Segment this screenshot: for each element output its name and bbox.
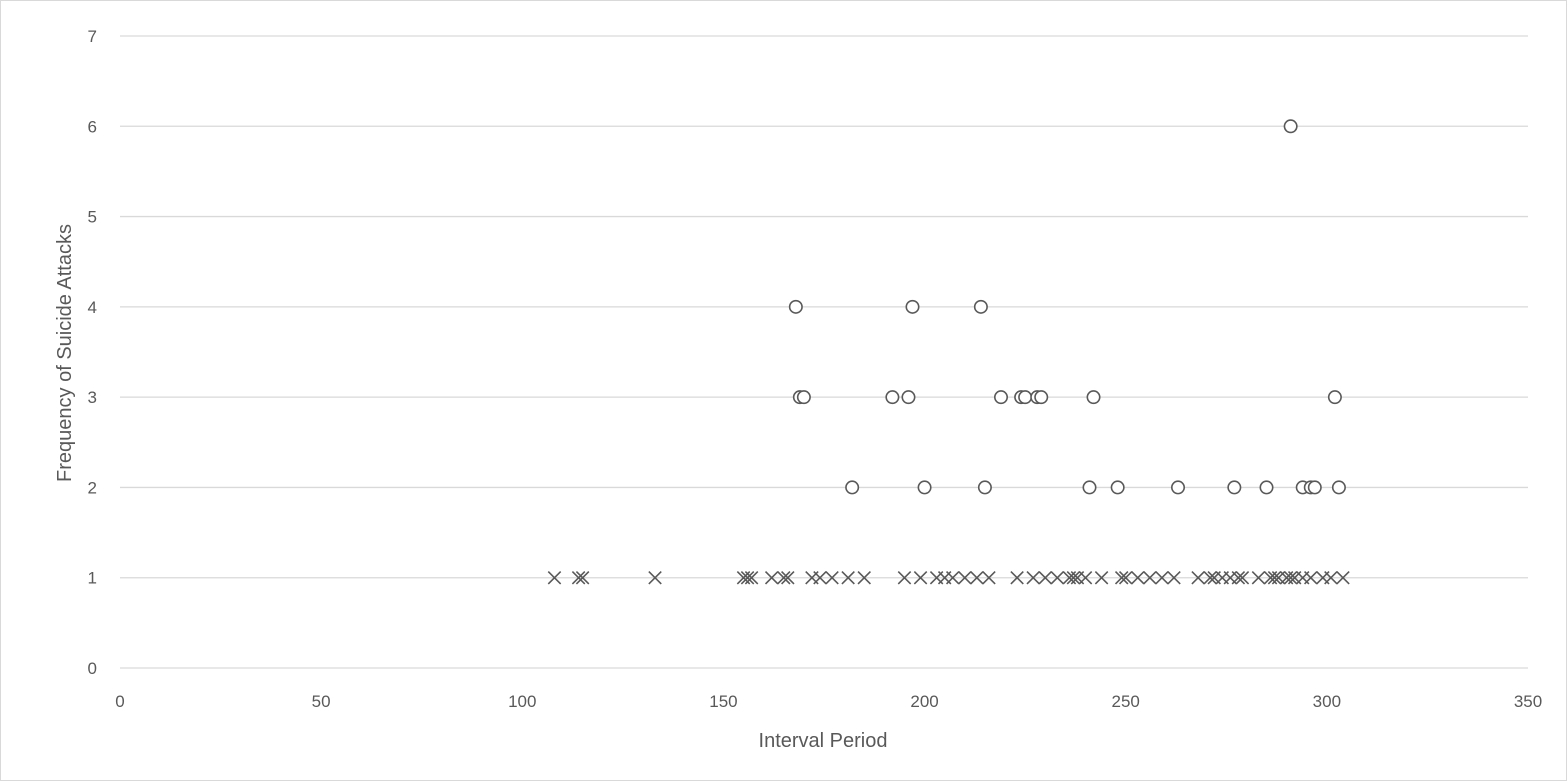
data-point-circle-marker (901, 390, 916, 405)
data-point-x-marker (777, 570, 791, 585)
x-tick-label: 250 (1112, 692, 1140, 711)
data-point-circle-marker (1331, 480, 1346, 495)
y-tick-label: 7 (88, 27, 97, 46)
data-point-circle-marker (788, 299, 803, 314)
x-tick-label: 0 (115, 692, 124, 711)
data-point-x-marker (970, 570, 984, 585)
data-point-x-marker (744, 570, 759, 585)
data-point-x-marker (958, 570, 972, 585)
data-point-x-marker (781, 570, 795, 585)
data-point-x-marker (1066, 570, 1081, 585)
data-point-circle-marker (1171, 480, 1186, 495)
data-point-circle-marker (1227, 480, 1242, 495)
data-point-circle-marker (796, 390, 811, 405)
x-tick-label: 150 (709, 692, 737, 711)
x-axis-title: Interval Period (759, 730, 888, 752)
data-point-x-marker (1336, 570, 1350, 585)
y-tick-label: 3 (88, 388, 97, 407)
x-tick-label: 350 (1514, 692, 1542, 711)
y-tick-label: 6 (88, 117, 97, 136)
data-point-x-marker (1235, 570, 1250, 585)
data-point-x-marker (913, 570, 928, 585)
data-point-x-marker (740, 570, 755, 585)
data-point-x-marker (945, 570, 960, 585)
data-point-x-marker (1010, 570, 1024, 585)
data-point-x-marker (1118, 570, 1133, 585)
data-point-circle-marker (977, 480, 992, 495)
data-point-x-marker (857, 570, 871, 585)
y-tick-label: 5 (88, 208, 97, 227)
y-axis-title: Frequency of Suicide Attacks (54, 224, 76, 482)
x-tick-label: 50 (312, 692, 331, 711)
data-point-x-marker (575, 570, 590, 585)
data-point-circle-marker (1283, 119, 1298, 134)
x-tick-label: 200 (910, 692, 938, 711)
data-point-x-marker (571, 570, 586, 585)
data-point-circle-marker (845, 480, 860, 495)
data-point-circle-marker (1018, 390, 1033, 405)
data-point-x-marker (1167, 570, 1181, 585)
tick-labels: 0 1 2 3 4 5 6 7 0 50 100 150 200 250 300 350 (88, 27, 1543, 711)
data-point-x-marker (1324, 570, 1338, 585)
data-point-x-marker (1050, 570, 1065, 585)
data-point-x-marker (1203, 570, 1217, 585)
data-point-x-marker (841, 570, 855, 585)
data-point-circle-marker (905, 299, 920, 314)
y-tick-label: 1 (88, 569, 97, 588)
data-point-circle-marker (917, 480, 932, 495)
data-point-x-marker (1155, 570, 1169, 585)
x-tick-label: 100 (508, 692, 536, 711)
data-point-x-marker (982, 570, 996, 585)
data-markers (547, 119, 1350, 585)
data-point-x-marker (1131, 570, 1145, 585)
data-point-x-marker (1283, 570, 1298, 585)
data-point-x-marker (1251, 570, 1266, 585)
data-point-circle-marker (1086, 390, 1101, 405)
data-point-circle-marker (885, 390, 900, 405)
data-point-x-marker (547, 570, 562, 585)
data-point-circle-marker (1034, 390, 1049, 405)
data-point-x-marker (1078, 570, 1093, 585)
data-point-circle-marker (994, 390, 1009, 405)
data-point-x-marker (764, 570, 779, 585)
data-point-x-marker (1191, 570, 1205, 585)
data-point-x-marker (1304, 570, 1318, 585)
gridlines (120, 35, 1528, 669)
y-tick-label: 0 (88, 659, 97, 678)
data-point-x-marker (1114, 570, 1129, 585)
x-tick-label: 300 (1313, 692, 1341, 711)
data-point-x-marker (1143, 570, 1157, 585)
data-point-circle-marker (1259, 480, 1274, 495)
data-point-circle-marker (1327, 390, 1342, 405)
data-point-x-marker (1038, 570, 1053, 585)
data-point-x-marker (648, 570, 662, 585)
y-tick-label: 4 (88, 298, 97, 317)
data-point-circle-marker (973, 299, 988, 314)
data-point-x-marker (1267, 570, 1282, 585)
data-point-x-marker (1026, 570, 1040, 585)
data-point-x-marker (825, 570, 839, 585)
data-point-circle-marker (1110, 480, 1125, 495)
y-tick-label: 2 (88, 478, 97, 497)
data-point-x-marker (813, 570, 827, 585)
data-point-x-marker (1231, 570, 1246, 585)
data-point-x-marker (1094, 570, 1109, 585)
data-point-circle-marker (1082, 480, 1097, 495)
data-point-circle-marker (1307, 480, 1322, 495)
data-point-x-marker (897, 570, 912, 585)
